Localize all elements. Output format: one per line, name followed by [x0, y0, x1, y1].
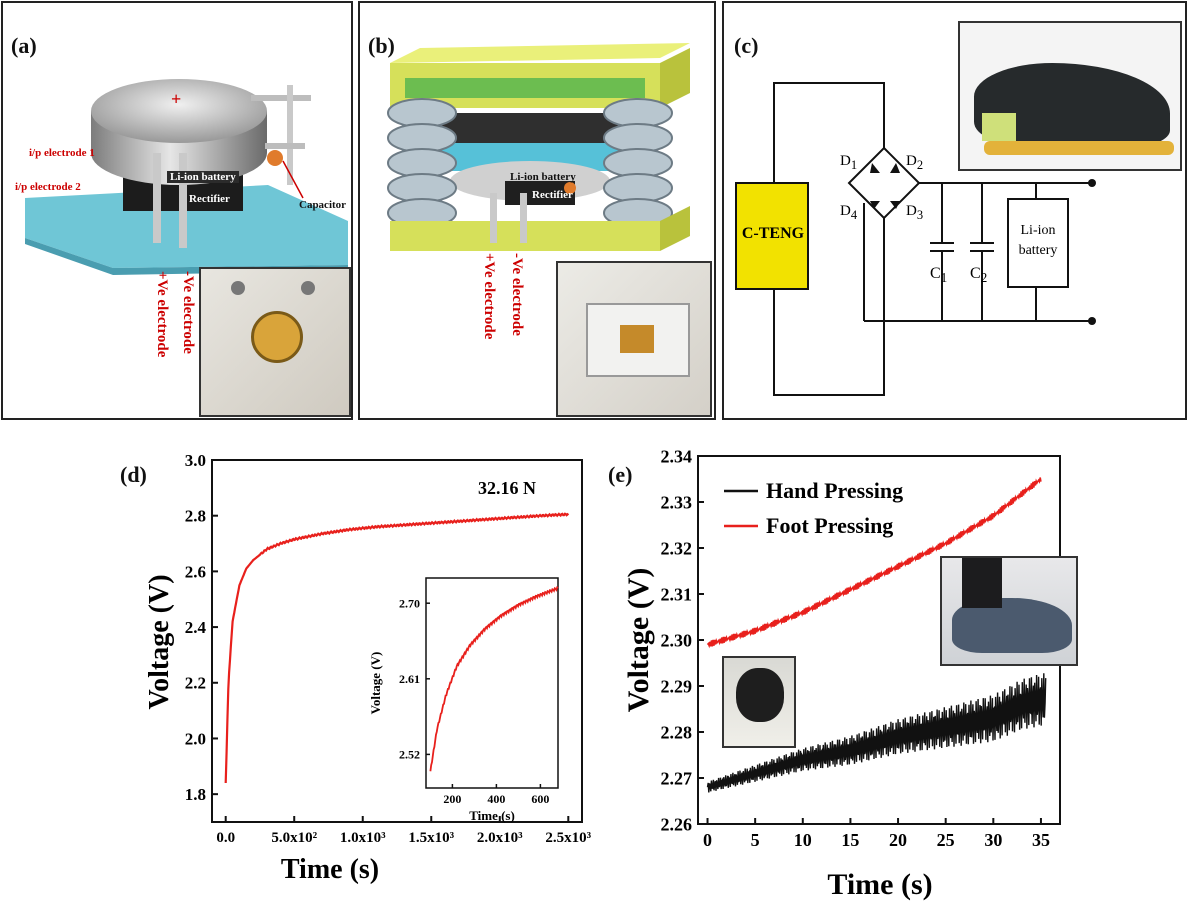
e-x-tick-label: 25	[937, 830, 955, 850]
device-photo-a	[199, 267, 351, 417]
pos-electrode-label-b: +Ve electrode	[481, 253, 497, 340]
rectifier-label-b: Rectifier	[532, 189, 573, 201]
pos-electrode-label-a: +Ve electrode	[154, 271, 170, 358]
shoe-photo-c	[958, 21, 1182, 171]
e-x-tick-label: 0	[703, 830, 712, 850]
e-x-tick-label: 15	[841, 830, 859, 850]
d-x-tick-label: 0.0	[216, 830, 235, 846]
e-series-line-foot	[706, 477, 1042, 649]
d-y-tick-label: 3.0	[185, 451, 206, 470]
c1-label: C1	[930, 265, 948, 286]
e-y-tick-label: 2.33	[661, 492, 693, 512]
d-x-tick-label: 2.0x10³	[477, 830, 523, 846]
d3-label: D3	[906, 203, 924, 222]
d-x-tick-label: 5.0x10²	[271, 830, 317, 846]
e-x-tick-label: 5	[751, 830, 760, 850]
foot-pressing-photo	[940, 556, 1078, 666]
inset-x-tick-label: 200	[443, 792, 461, 806]
d-y-tick-label: 2.0	[185, 729, 206, 748]
panel-label-b: (b)	[368, 33, 395, 58]
inset-x-tick-label: 400	[487, 792, 505, 806]
shoe-sole-photo	[984, 141, 1174, 155]
coin-cell-photo	[251, 311, 303, 363]
panel-label-e: (e)	[608, 462, 633, 487]
ip-electrode-1-label: i/p electrode 1	[29, 147, 95, 159]
battery-label-a: Li-ion battery	[167, 171, 239, 183]
e-y-tick-label: 2.29	[661, 676, 693, 696]
e-y-tick-label: 2.34	[661, 446, 693, 466]
e-legend-label-foot: Foot Pressing	[766, 513, 893, 538]
panel-b: (b) Li-ion battery Rectifier +Ve electro…	[358, 1, 716, 420]
plus-sign: +	[171, 89, 182, 109]
battery-label-b: Li-ion battery	[510, 171, 576, 183]
battery-box-label: Li-ion battery	[1018, 223, 1058, 258]
leg-photo-e	[962, 558, 1002, 608]
e-y-tick-label: 2.32	[661, 538, 693, 558]
e-y-tick-label: 2.30	[661, 630, 693, 650]
e-y-tick-label: 2.31	[661, 584, 693, 604]
d-x-tick-label: 1.5x10³	[408, 830, 454, 846]
e-x-tick-label: 10	[794, 830, 812, 850]
inset-y-axis-label: Voltage (V)	[368, 652, 383, 715]
inset-bg	[426, 578, 558, 788]
hand-pressing-photo	[722, 656, 796, 748]
ip-electrode-2-label: i/p electrode 2	[15, 181, 81, 193]
e-x-tick-label: 35	[1032, 830, 1050, 850]
inset-y-tick-label: 2.70	[399, 596, 420, 610]
electrode-tab-photo-right	[301, 281, 315, 295]
d-y-axis-label: Voltage (V)	[144, 574, 175, 709]
d-y-tick-label: 2.8	[185, 507, 206, 526]
device-photo-b	[556, 261, 712, 417]
e-x-tick-label: 20	[889, 830, 907, 850]
d-series-line	[224, 512, 570, 784]
rectifier-photo	[620, 325, 654, 353]
e-series-line-hand	[706, 673, 1047, 793]
inset-y-tick-label: 2.61	[399, 672, 420, 686]
d-x-tick-label: 1.0x10³	[340, 830, 386, 846]
d-y-tick-label: 1.8	[185, 785, 206, 804]
d-y-tick-label: 2.4	[185, 618, 207, 637]
e-y-tick-label: 2.27	[661, 768, 693, 788]
electrode-tab-photo-left	[231, 281, 245, 295]
rectifier-label-a: Rectifier	[189, 193, 230, 205]
panel-label-a: (a)	[11, 33, 37, 58]
chart-d: 1.8 2.0 2.2 2.4 2.6 2.8 3.0 0.0 5.0x10² 1.0x10³ 1.…	[144, 451, 592, 885]
d2-label: D2	[906, 153, 924, 172]
panel-a: (a) + Li-ion battery Rectifier Capacitor…	[1, 1, 353, 420]
d1-label: D1	[840, 153, 858, 172]
neg-electrode-label-b: -Ve electrode	[509, 253, 525, 336]
d-x-tick-label: 2.5x10³	[545, 830, 591, 846]
inset-plot-frame	[425, 577, 559, 789]
device-3d-schematic-b	[387, 43, 690, 251]
d-y-tick-label: 2.2	[185, 674, 206, 693]
capacitor-label: Capacitor	[299, 199, 347, 211]
d-plot-frame	[211, 459, 583, 823]
e-y-tick-label: 2.28	[661, 722, 693, 742]
panel-label-d: (d)	[120, 462, 147, 487]
d-annotation: 32.16 N	[478, 478, 536, 498]
panel-c: (c) C-TENG D1 D2 D3 D4 C1 C2 Li-ion b	[722, 1, 1187, 420]
inset-x-tick-label: 600	[531, 792, 549, 806]
e-x-tick-label: 30	[984, 830, 1002, 850]
c-teng-label: C-TENG	[741, 225, 805, 242]
c2-label: C2	[970, 265, 988, 286]
spring-module-photo	[586, 303, 690, 377]
device-3d-schematic-a	[25, 79, 348, 275]
embedded-teng-photo	[982, 113, 1016, 141]
hand-photo-e	[736, 668, 784, 722]
chart-e: 2.26 2.27 2.28 2.29 2.30 2.31 2.32 2.33 2.34 0 5 10…	[622, 446, 1061, 901]
inset-y-tick-label: 2.52	[399, 748, 420, 762]
inset-x-axis-label: Time (s)	[469, 808, 515, 823]
panel-label-c: (c)	[734, 33, 759, 58]
e-y-tick-label: 2.26	[661, 814, 693, 834]
inset-series-line	[429, 586, 559, 772]
e-y-axis-label: Voltage (V)	[622, 568, 655, 713]
d-y-tick-label: 2.6	[185, 562, 206, 581]
d4-label: D4	[840, 203, 858, 222]
e-legend-label-hand: Hand Pressing	[766, 478, 903, 503]
neg-electrode-label-a: -Ve electrode	[180, 271, 196, 354]
circuit-diagram	[735, 82, 1096, 396]
d-x-axis-label: Time (s)	[281, 854, 379, 885]
e-x-axis-label: Time (s)	[827, 868, 932, 901]
